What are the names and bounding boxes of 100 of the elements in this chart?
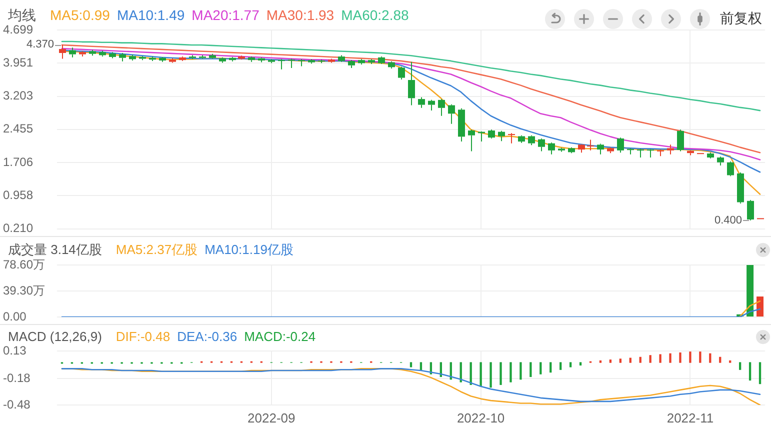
bar: [709, 353, 712, 363]
bar: [639, 356, 642, 363]
bar: [699, 352, 702, 363]
candlestick: [59, 44, 66, 60]
candlestick: [647, 149, 654, 158]
bar: [550, 362, 552, 373]
y-tick-label: -0.48: [3, 397, 31, 412]
bar: [540, 362, 542, 374]
text: MA10:1.19亿股: [204, 241, 294, 258]
candlestick: [418, 96, 425, 108]
legend-title: 均线: [8, 6, 36, 24]
candlestick: [99, 50, 106, 58]
bar: [410, 362, 412, 368]
candlestick: [458, 108, 465, 142]
candlestick: [69, 47, 76, 58]
bar: [738, 362, 742, 370]
y-tick-label: 39.30万: [3, 283, 46, 298]
bar: [758, 362, 762, 384]
text: DIF:-0.48: [116, 328, 170, 345]
candlestick: [438, 98, 445, 116]
bar: [719, 356, 722, 363]
candlestick: [498, 130, 505, 142]
y-tick-label: 3.203: [3, 88, 34, 103]
text: MA30:1.93: [266, 6, 334, 24]
bar: [649, 355, 652, 363]
bar: [659, 354, 662, 363]
candlestick: [109, 52, 116, 59]
bar: [520, 362, 522, 380]
y-tick-label: 2.455: [3, 122, 34, 136]
text: MA5:2.37亿股: [116, 241, 198, 258]
y-tick-label: 1.706: [3, 154, 34, 169]
candlestick: [298, 58, 305, 67]
bar: [559, 362, 562, 370]
bar: [510, 362, 512, 382]
y-tick-label: 0.958: [3, 188, 34, 202]
y-tick-label: 4.699: [3, 22, 34, 36]
text: 前复权: [720, 10, 762, 28]
candlestick: [398, 66, 405, 80]
text: DEA:-0.36: [177, 328, 238, 345]
bar: [579, 362, 582, 366]
candlestick: [278, 58, 285, 70]
text: MA60:2.88: [341, 6, 409, 24]
candlestick: [448, 104, 455, 124]
candlestick: [677, 129, 684, 152]
candlestick: [578, 144, 585, 154]
candlestick: [587, 139, 594, 151]
candlestick: [637, 149, 644, 158]
bar: [689, 352, 692, 363]
candlestick: [617, 137, 624, 154]
legend-title: MACD (12,26,9): [8, 328, 102, 345]
text: MA10:1.49: [116, 6, 185, 24]
bar: [599, 360, 602, 363]
bar: [569, 362, 572, 368]
candlestick: [747, 200, 754, 221]
candlestick: [159, 56, 166, 62]
bar: [679, 352, 682, 363]
bar: [490, 362, 492, 388]
candlestick: [548, 142, 555, 155]
candlestick: [119, 52, 126, 62]
candlestick: [129, 54, 136, 62]
candlestick: [229, 56, 236, 62]
bar: [530, 362, 532, 377]
candlestick: [717, 156, 724, 166]
candlestick: [508, 134, 515, 144]
candlestick: [707, 152, 714, 159]
x-tick-label: 2022-09: [248, 410, 296, 426]
candlestick: [687, 150, 694, 156]
y-tick-label: -0.18: [3, 370, 31, 385]
candlestick: [248, 56, 255, 62]
candlestick: [288, 58, 295, 69]
candlestick: [238, 55, 245, 60]
y-tick-label: 3.951: [3, 55, 34, 70]
y-tick-label: 0.13: [3, 343, 27, 358]
x-tick-label: 2022-11: [666, 410, 714, 426]
candlestick: [368, 58, 375, 65]
y-tick-label: 0.00: [3, 309, 27, 324]
candlestick: [338, 54, 345, 62]
candlestick: [258, 56, 265, 63]
candlestick: [538, 138, 545, 152]
bar: [756, 296, 764, 316]
candlestick: [597, 143, 604, 155]
candlestick: [189, 54, 196, 60]
text: MA5:0.99: [50, 6, 110, 24]
text: MA20:1.77: [192, 6, 260, 24]
y-tick-label: 0.210: [3, 221, 34, 236]
candlestick: [468, 129, 475, 152]
series-label: MACD:-0.24: [244, 328, 316, 345]
candlestick: [488, 129, 495, 139]
x-tick-label: 2022-10: [456, 410, 505, 426]
candlestick: [79, 50, 86, 58]
bar: [746, 265, 754, 316]
candlestick: [348, 60, 355, 69]
candlestick: [358, 58, 365, 65]
candlestick: [428, 99, 435, 112]
bar: [619, 358, 622, 363]
candlestick: [318, 59, 325, 64]
text: 4.370: [26, 38, 54, 51]
candlestick: [727, 160, 734, 177]
annotation: 0.400: [714, 214, 742, 226]
candlestick: [408, 61, 415, 106]
